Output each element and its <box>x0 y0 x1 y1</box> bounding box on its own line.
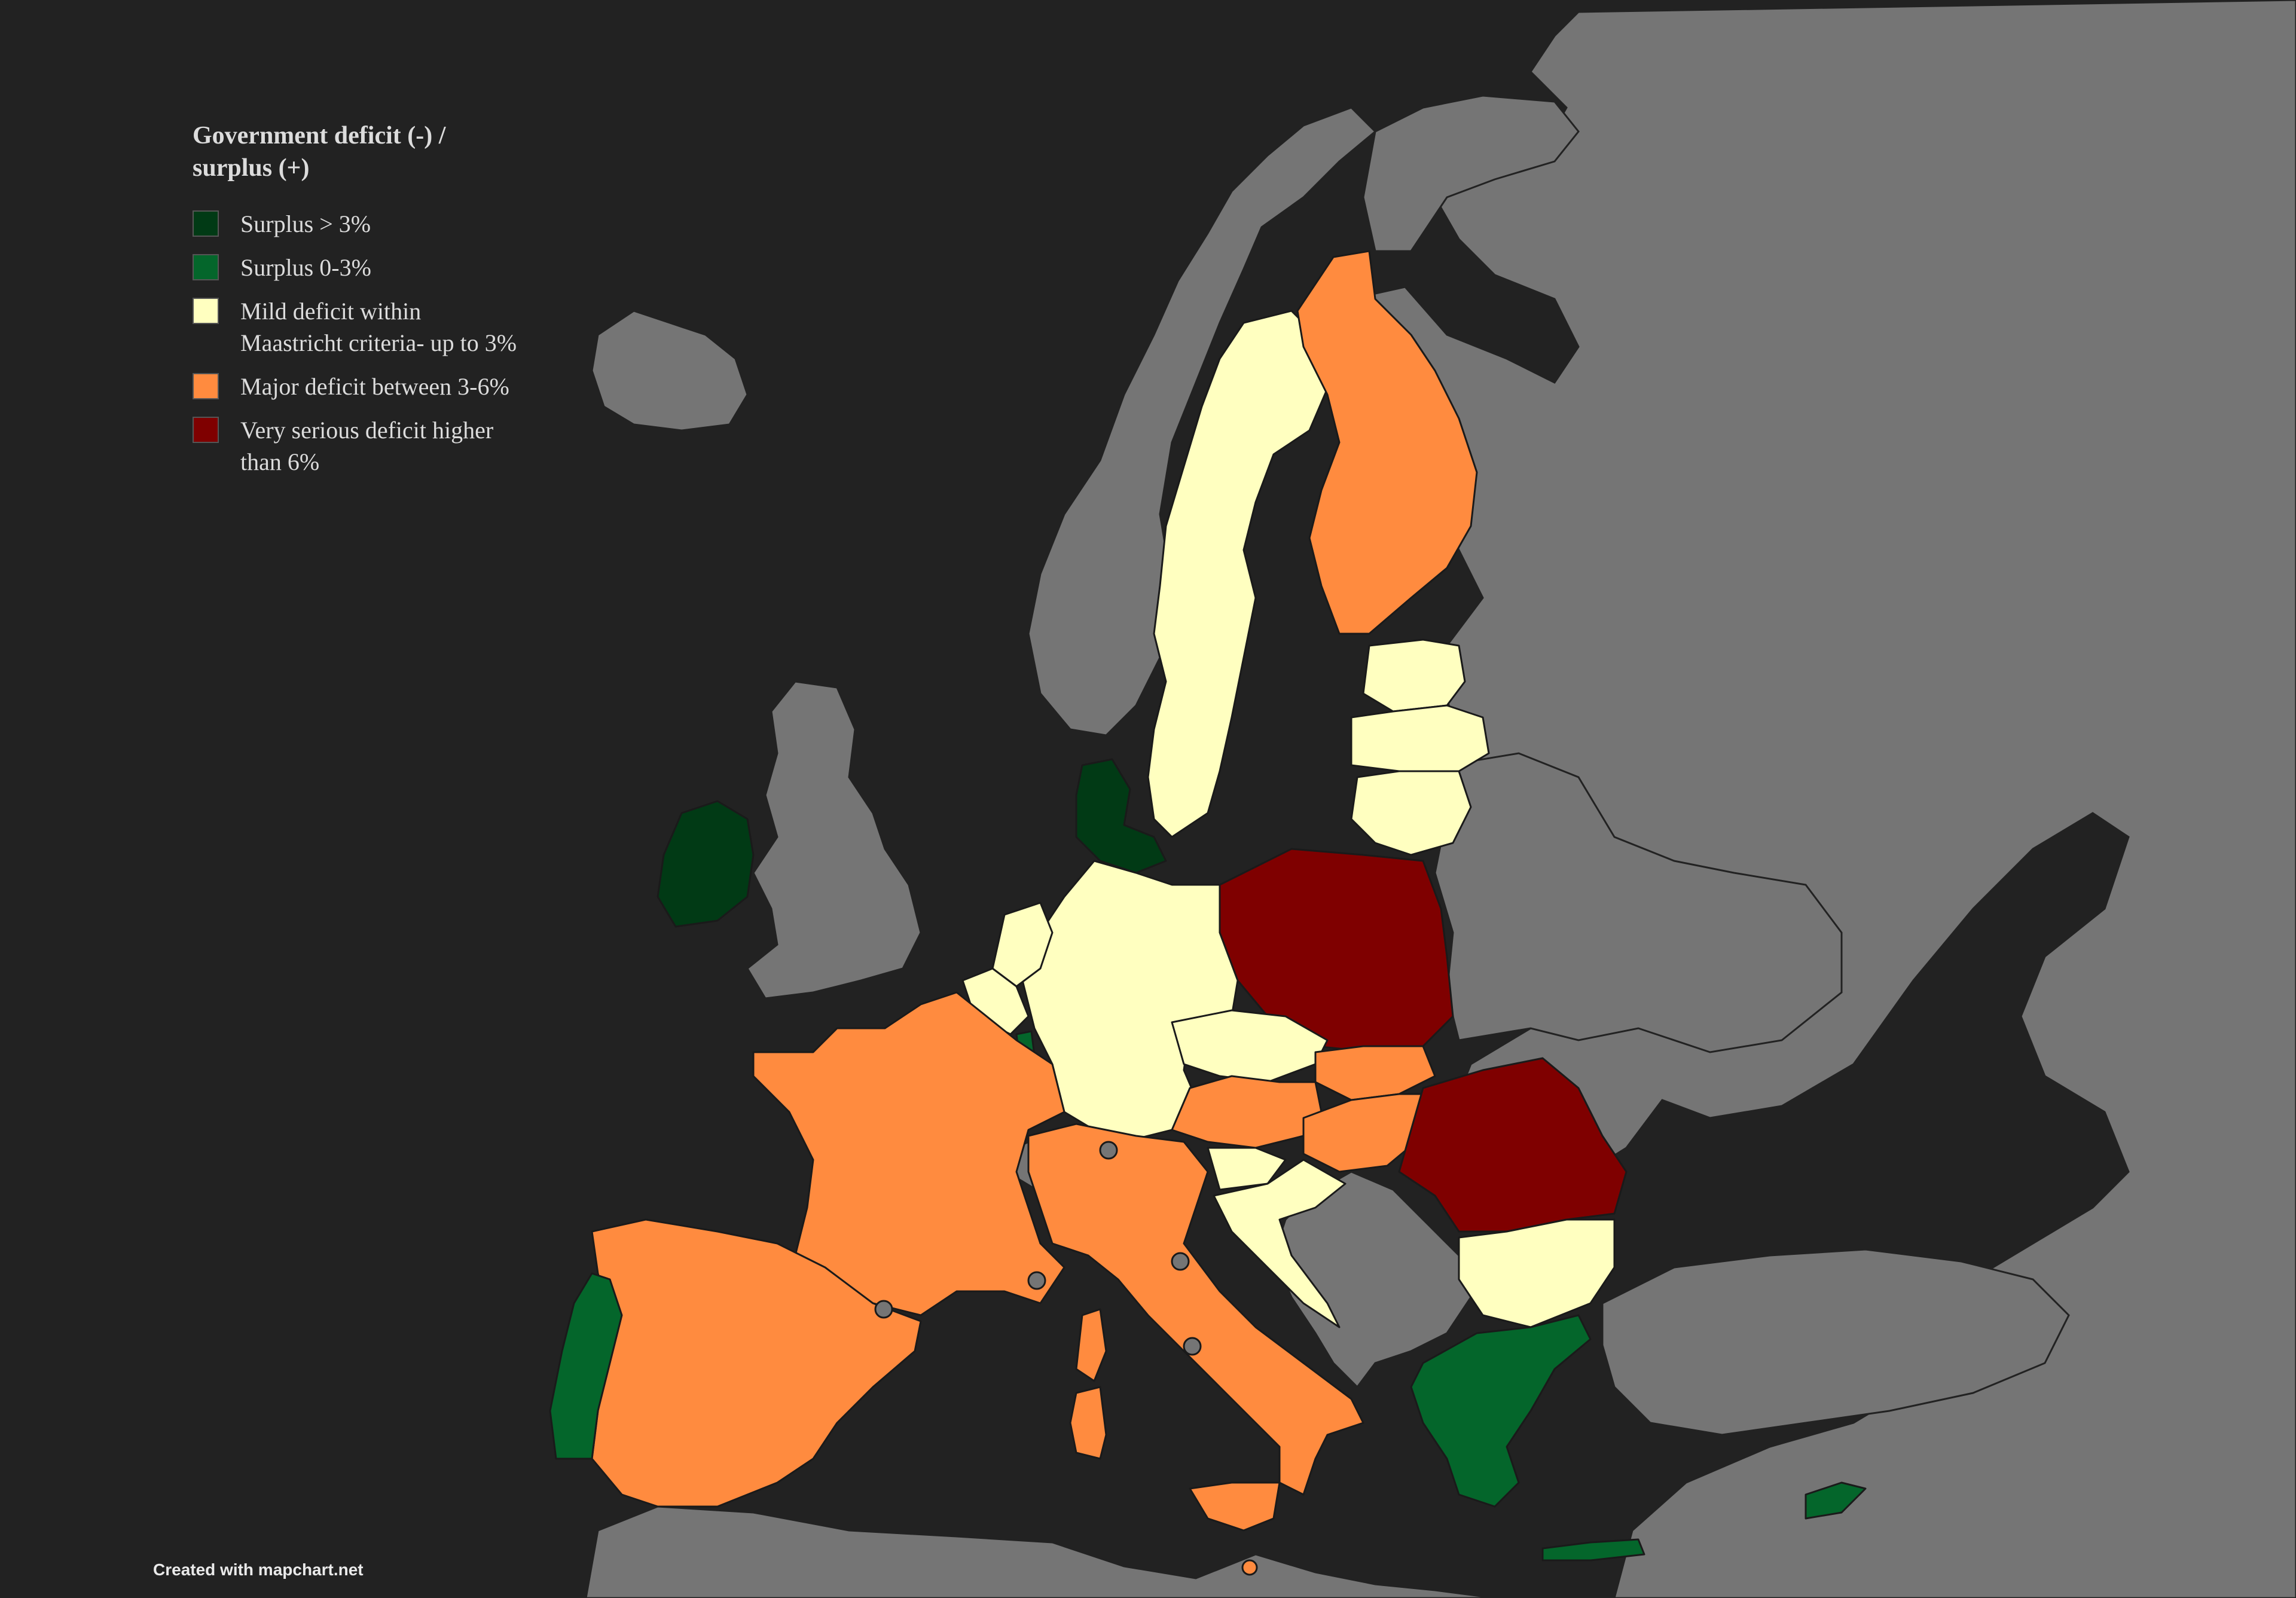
country-portugal <box>549 1272 623 1460</box>
microstate-vatican <box>1183 1337 1202 1356</box>
legend-swatch <box>193 254 219 280</box>
microstate-monaco <box>1027 1271 1046 1290</box>
legend-swatch <box>193 298 219 324</box>
country-bulgaria <box>1458 1218 1616 1328</box>
country-slovakia <box>1314 1045 1436 1101</box>
legend-item-surplus-high: Surplus > 3% <box>193 208 527 240</box>
country-lithuania <box>1350 770 1472 856</box>
land-iceland <box>591 310 749 432</box>
microstates <box>874 1141 1202 1356</box>
land-norway <box>1027 106 1377 737</box>
legend-item-major-deficit: Major deficit between 3-6% <box>193 371 527 402</box>
country-estonia <box>1362 638 1466 713</box>
country-croatia <box>1213 1159 1347 1328</box>
land-turkey <box>1601 1248 2070 1436</box>
country-poland <box>1219 848 1454 1053</box>
legend-item-mild-deficit: Mild deficit within Maastricht criteria-… <box>193 295 527 359</box>
country-latvia <box>1350 704 1490 772</box>
legend-label: Very serious deficit higher than 6% <box>240 417 494 475</box>
legend-item-very-serious-deficit: Very serious deficit higher than 6% <box>193 414 527 478</box>
country-finland <box>1296 250 1478 635</box>
legend-label: Mild deficit within Maastricht criteria-… <box>240 298 517 356</box>
country-ireland <box>657 800 755 928</box>
land-north-africa <box>585 1505 1495 1598</box>
legend-swatch <box>193 417 219 443</box>
map-legend: Government deficit (-) / surplus (+) Sur… <box>193 120 527 490</box>
land-belarus-ukraine <box>1434 752 1843 1053</box>
country-malta <box>1241 1559 1258 1576</box>
legend-item-surplus-low: Surplus 0-3% <box>193 252 527 283</box>
legend-swatch <box>193 373 219 399</box>
eu-countries <box>549 250 1867 1576</box>
country-denmark <box>1075 758 1167 874</box>
microstate-andorra <box>874 1300 893 1319</box>
country-greece <box>1410 1314 1592 1508</box>
legend-swatch <box>193 210 219 237</box>
land-kola <box>1362 94 1580 252</box>
microstate-liechtenstein <box>1099 1141 1118 1160</box>
legend-title: Government deficit (-) / surplus (+) <box>193 122 446 182</box>
country-italy <box>1027 1123 1364 1496</box>
legend-label: Major deficit between 3-6% <box>240 373 509 400</box>
country-corsica <box>1075 1308 1107 1382</box>
country-romania <box>1398 1057 1628 1233</box>
microstate-san-marino <box>1171 1252 1190 1271</box>
country-crete <box>1541 1538 1645 1562</box>
legend-label: Surplus 0-3% <box>240 254 371 281</box>
country-slovenia <box>1207 1147 1287 1191</box>
country-sardinia <box>1069 1386 1107 1460</box>
legend-label: Surplus > 3% <box>240 210 371 237</box>
land-great-britain <box>746 680 922 1000</box>
non-member-land <box>585 0 2296 1598</box>
country-france <box>752 991 1065 1316</box>
country-cyprus <box>1805 1481 1867 1520</box>
country-sicily <box>1189 1481 1281 1532</box>
country-austria <box>1171 1075 1323 1149</box>
country-sweden <box>1147 310 1329 838</box>
credit-text: Created with mapchart.net <box>153 1560 364 1579</box>
